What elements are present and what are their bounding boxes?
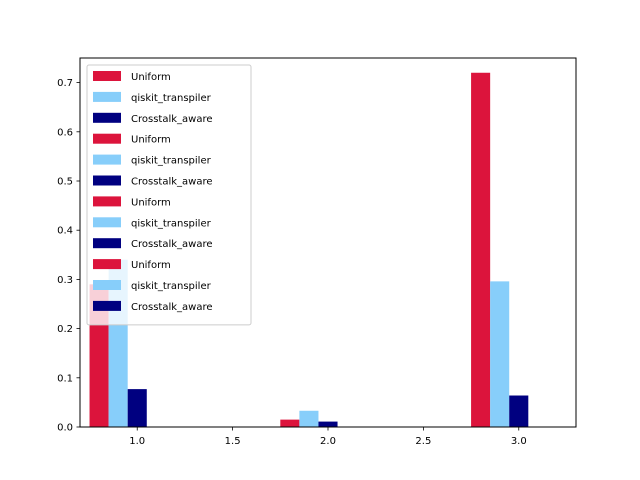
legend-swatch [93,196,121,207]
y-tick-label: 0.5 [57,177,73,188]
legend-label: Uniform [131,135,171,146]
legend-label: Crosstalk_aware [131,114,213,125]
legend-swatch [93,175,121,186]
bar-uniform-3 [471,72,491,427]
x-tick-label: 2.0 [320,436,336,447]
legend-swatch [93,300,121,311]
legend-swatch [93,71,121,81]
x-axis-ticks: 1.0 1.5 2.0 2.5 3.0 [129,427,527,447]
legend-swatch [93,91,121,102]
bar-crosstalk-aware-2 [318,421,338,427]
y-axis-ticks: 0.0 0.1 0.2 0.3 0.4 0.5 0.6 0.7 [57,78,80,434]
x-tick-label: 3.0 [511,436,527,447]
legend-label: Uniform [131,72,171,83]
legend-swatch [93,238,121,249]
x-tick-label: 2.5 [415,436,431,447]
y-tick-label: 0.1 [57,373,73,384]
legend-label: Crosstalk_aware [131,302,213,313]
y-tick-label: 0.2 [57,324,73,335]
bar-qiskit-transpiler-3 [490,281,510,427]
legend-label: Uniform [131,260,171,271]
legend: Uniform qiskit_transpiler Crosstalk_aware U… [86,64,252,326]
legend-swatch [93,280,121,290]
legend-frame [86,64,252,326]
bars-layer [89,72,529,427]
legend-label: Crosstalk_aware [131,177,213,188]
y-tick-label: 0.3 [57,275,73,286]
bar-crosstalk-aware-1 [127,389,147,427]
bar-crosstalk-aware-3 [509,395,529,427]
legend-label: Crosstalk_aware [131,239,213,250]
y-tick-label: 0.6 [57,127,73,138]
legend-label: qiskit_transpiler [131,93,212,104]
legend-swatch [93,112,121,123]
y-tick-label: 0.0 [57,423,73,434]
legend-label: qiskit_transpiler [131,218,212,229]
bar-qiskit-transpiler-2 [299,410,319,427]
y-tick-label: 0.4 [57,226,73,237]
legend-swatch [93,259,121,270]
legend-label: qiskit_transpiler [131,281,212,292]
x-tick-label: 1.0 [129,436,145,447]
legend-swatch [93,154,121,165]
legend-label: qiskit_transpiler [131,156,212,167]
legend-swatch [93,133,121,144]
y-tick-label: 0.7 [57,78,73,89]
legend-swatch [93,217,121,228]
x-tick-label: 1.5 [225,436,241,447]
legend-label: Uniform [131,197,171,208]
bar-uniform-2 [280,419,300,427]
